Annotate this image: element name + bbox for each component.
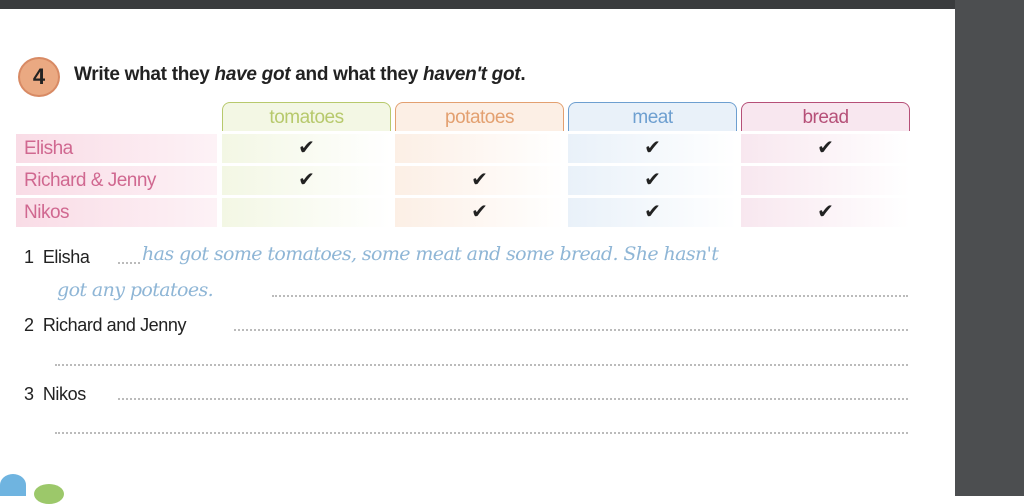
check-mark-icon: ✔ <box>568 134 737 163</box>
check-mark-icon: ✔ <box>395 166 564 195</box>
answer-line-2: got any potatoes. <box>57 279 214 301</box>
sentence-1: 1 Elisha <box>24 247 90 267</box>
check-mark-icon: ✔ <box>741 134 910 163</box>
side-panel <box>955 0 1024 496</box>
table-cell <box>395 134 564 163</box>
decoration-figure <box>0 474 26 496</box>
answer-line-1: has got some tomatoes, some meat and som… <box>142 243 719 265</box>
answer-line[interactable] <box>55 432 908 434</box>
check-mark-icon: ✔ <box>222 134 391 163</box>
answer-line[interactable] <box>55 364 908 366</box>
decoration-leaf <box>34 484 64 504</box>
row-name: Elisha <box>16 134 217 163</box>
sentence-3: 3 Nikos <box>24 384 86 404</box>
check-mark-icon: ✔ <box>568 166 737 195</box>
column-header-potatoes: potatoes <box>395 102 564 131</box>
column-header-meat: meat <box>568 102 737 131</box>
check-mark-icon: ✔ <box>222 166 391 195</box>
exercise-number-badge: 4 <box>18 57 60 97</box>
exercise-title: Write what they have got and what they h… <box>74 64 526 85</box>
column-header-tomatoes: tomatoes <box>222 102 391 131</box>
row-name: Richard & Jenny <box>16 166 217 195</box>
check-mark-icon: ✔ <box>395 198 564 227</box>
answer-line[interactable] <box>272 295 908 297</box>
top-bar <box>0 0 1024 9</box>
table-cell <box>741 166 910 195</box>
answer-line[interactable] <box>118 398 908 400</box>
answer-line[interactable] <box>234 329 908 331</box>
sentence-2: 2 Richard and Jenny <box>24 315 187 335</box>
check-mark-icon: ✔ <box>741 198 910 227</box>
check-mark-icon: ✔ <box>568 198 737 227</box>
row-name: Nikos <box>16 198 217 227</box>
column-header-bread: bread <box>741 102 910 131</box>
table-cell <box>222 198 391 227</box>
